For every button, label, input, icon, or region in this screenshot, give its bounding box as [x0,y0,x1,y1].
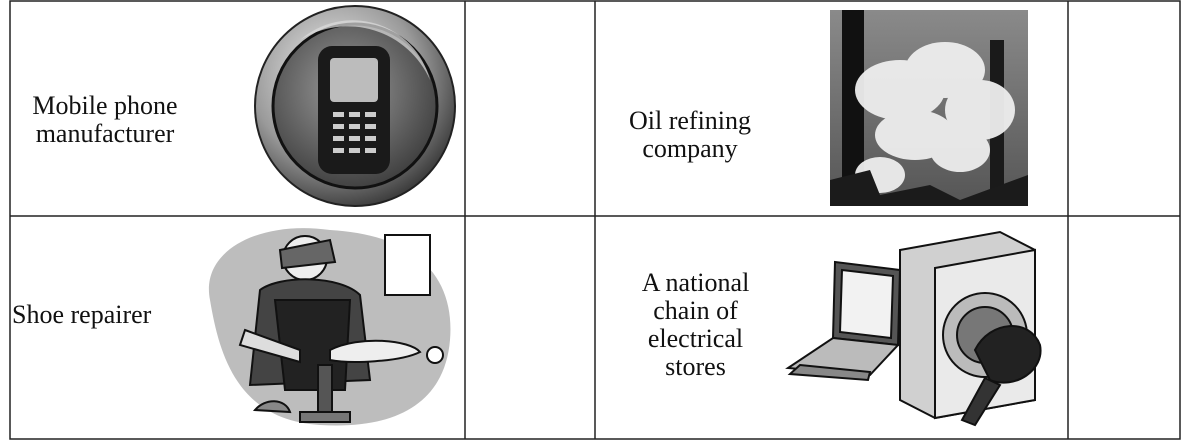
cell-label: Shoe repairer [12,300,152,329]
table-borders [9,0,1181,440]
cell-label: Mobile phone manufacturer [32,91,178,148]
phone-icon [254,5,456,207]
shoe-repairer-illustration [208,228,451,426]
cell-label: A national chain of electrical stores [641,268,750,381]
refinery-photo [830,10,1028,206]
cell-label: Oil refining company [628,106,752,163]
appliances-illustration [785,230,1042,427]
